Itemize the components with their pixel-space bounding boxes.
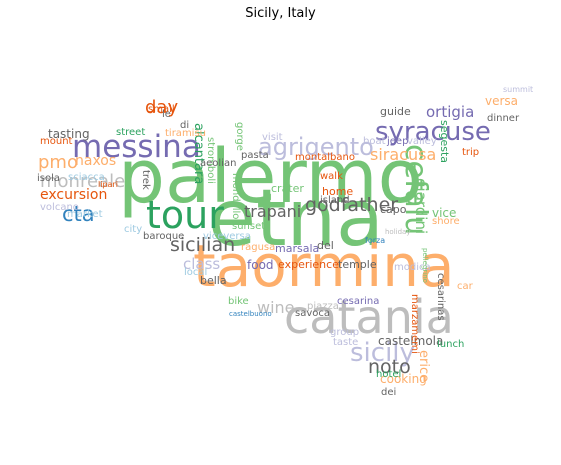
word-dei: dei	[381, 387, 397, 398]
word-cesarinas: cesarinas	[435, 273, 446, 321]
word-pasta: pasta	[241, 150, 269, 161]
word-shore: shore	[432, 216, 460, 227]
word-local: local	[184, 267, 208, 278]
word-taormina: taormina	[193, 232, 455, 300]
word-giardini: giardini	[412, 178, 430, 235]
word-day: day	[145, 97, 179, 118]
word-messina: messina	[72, 129, 201, 165]
word-aeolian: aeolian	[200, 158, 237, 169]
word-castelbuono: castelbuono	[229, 310, 272, 318]
word-godfather: godfather	[305, 194, 399, 216]
word-market: market	[67, 209, 103, 220]
word-temple: temple	[338, 258, 377, 271]
word-etna: etna	[208, 174, 384, 264]
word-siracusa: siracusa	[370, 145, 437, 164]
word-cooking: cooking	[380, 372, 427, 386]
word-piazza: piazza	[307, 301, 339, 312]
word-castelmola: castelmola	[378, 334, 444, 348]
word-tour: tour	[146, 193, 224, 237]
word-marzamemi: marzamemi	[409, 294, 420, 354]
word-taste: taste	[333, 337, 359, 348]
word-guide: guide	[380, 105, 411, 118]
word-crater: crater	[271, 182, 304, 195]
word-trip: trip	[462, 147, 480, 158]
word-dinner: dinner	[487, 113, 520, 124]
word-di: di	[180, 120, 190, 131]
word-gorge: gorge	[234, 122, 245, 151]
word-trek: trek	[140, 170, 151, 190]
word-food: food	[247, 258, 274, 272]
word-mondello: mondello	[230, 173, 241, 220]
word-mount: mount	[40, 136, 73, 147]
word-cesarina: cesarina	[337, 296, 380, 307]
word-wine: wine	[257, 298, 295, 317]
word-syracuse: syracuse	[375, 117, 491, 147]
word-jeep: jeep	[387, 136, 409, 147]
word-summit: summit	[503, 85, 534, 94]
word-bike: bike	[228, 296, 249, 307]
word-le: le	[162, 109, 171, 120]
word-home: home	[322, 185, 354, 198]
word-pmo: pmo	[38, 152, 78, 173]
word-marsala: marsala	[275, 242, 320, 255]
word-capo: capo	[380, 203, 407, 216]
word-car: car	[457, 281, 473, 292]
word-lunch: lunch	[437, 339, 465, 350]
word-savoca: savoca	[295, 308, 330, 319]
word-group: group	[330, 327, 360, 338]
word-cta: cta	[62, 202, 95, 226]
word-boat: boat	[363, 136, 386, 147]
word-experience: experience	[278, 258, 339, 271]
word-walk: walk	[320, 171, 343, 182]
word-modica: modica	[394, 262, 431, 273]
word-baroque: baroque	[143, 231, 185, 242]
word-island: island	[320, 195, 350, 206]
word-vice: vice	[432, 206, 457, 220]
word-class: class	[183, 255, 221, 273]
word-tasting: tasting	[48, 127, 90, 141]
word-holiday: holiday	[385, 228, 411, 236]
word-city: city	[124, 224, 143, 235]
page-title: Sicily, Italy	[245, 6, 316, 21]
word-segesta: segesta	[438, 120, 451, 164]
word-forza: forza	[365, 236, 386, 245]
word-street: street	[116, 127, 146, 138]
word-volcano: volcano	[40, 202, 79, 213]
word-monreale: monreale	[40, 171, 126, 192]
word-viceversa: viceversa	[203, 231, 251, 242]
word-excursion: excursion	[40, 187, 108, 203]
word-noto: noto	[368, 356, 411, 378]
word-bella: bella	[200, 274, 227, 287]
word-trapani: trapani	[244, 202, 302, 221]
word-valley: valley	[407, 136, 437, 147]
word-sciacca: sciacca	[68, 172, 105, 183]
word-ortigia: ortigia	[426, 103, 475, 121]
word-del: del	[317, 239, 334, 252]
word-catania: catania	[284, 290, 454, 344]
word-isola: isola	[37, 173, 61, 184]
word-tiramisu: tiramisu	[165, 128, 207, 139]
word-versa: versa	[485, 94, 519, 108]
word-sicily: sicily	[350, 338, 415, 368]
word-lipari: lipari	[98, 180, 118, 189]
word-palermo: palermo	[118, 134, 423, 220]
word-visit: visit	[262, 132, 283, 143]
word-agrigento: agrigento	[258, 133, 374, 161]
word-small: small	[148, 104, 175, 115]
word-ragusa: ragusa	[241, 242, 276, 253]
word-sunset: sunset	[232, 221, 266, 232]
word-montalbano: montalbano	[295, 152, 355, 163]
word-pellegrino: pellegrino	[421, 248, 429, 283]
word-hotel: hotel	[376, 369, 402, 380]
word-sicilian: sicilian	[170, 234, 236, 256]
word-naxos: naxos	[75, 153, 117, 169]
